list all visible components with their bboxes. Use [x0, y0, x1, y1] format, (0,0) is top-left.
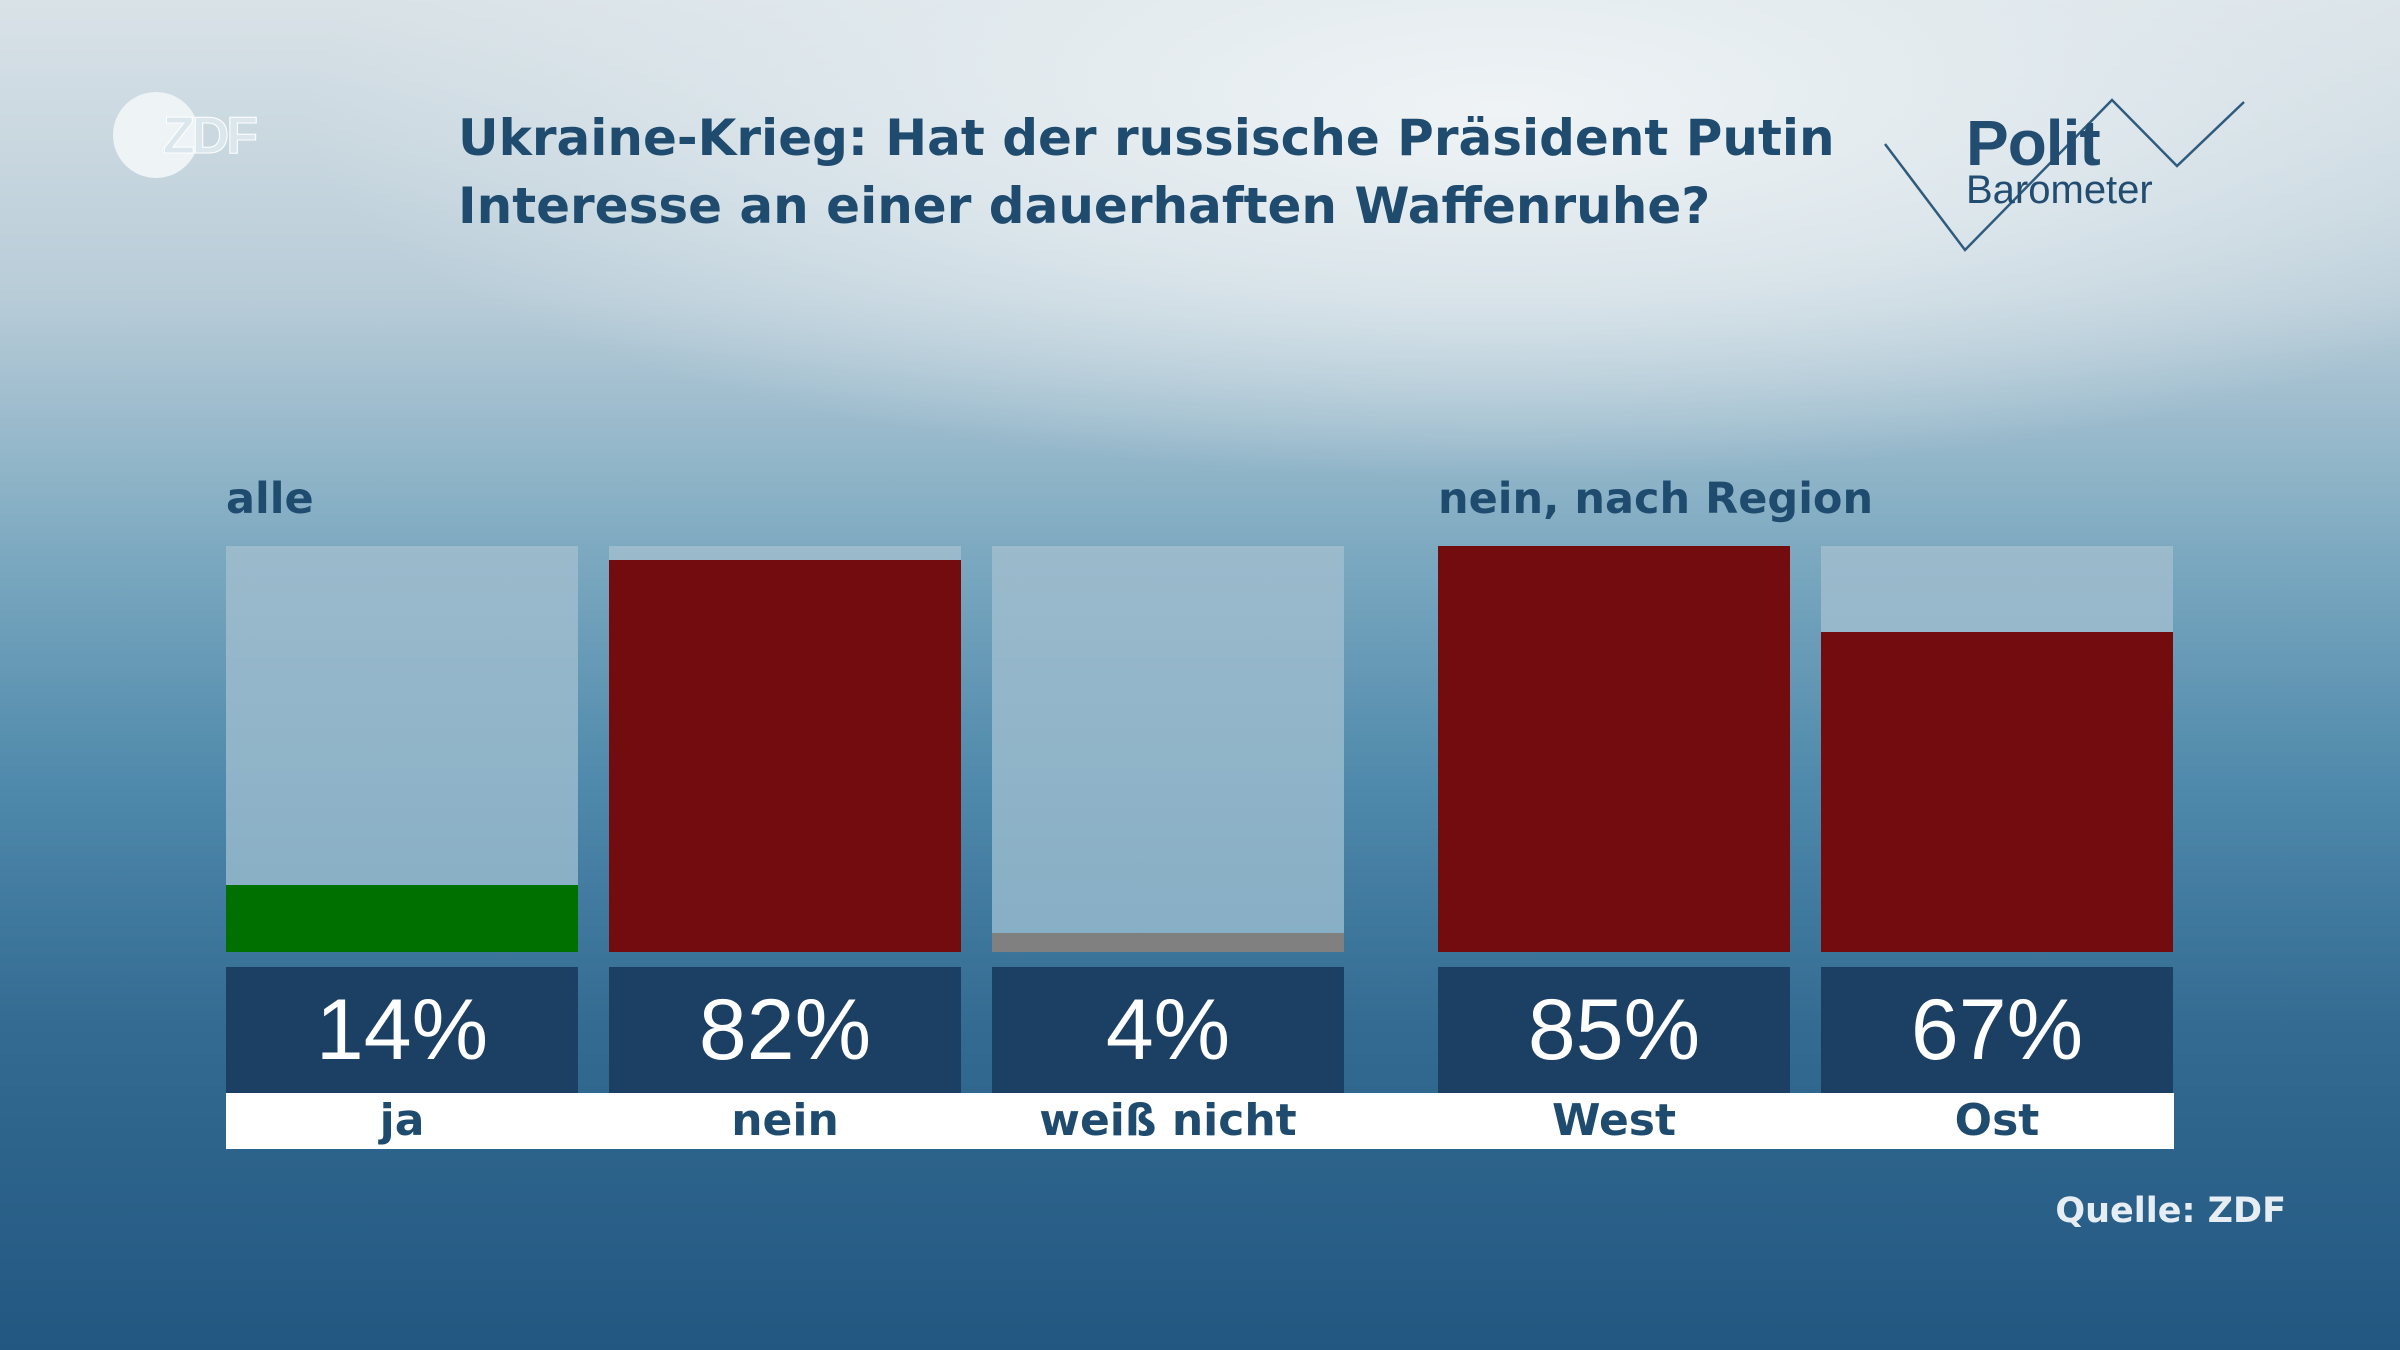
politbarometer-logo: Polit Barometer [1870, 92, 2250, 262]
bar-west [1438, 546, 1790, 952]
bar-column-ost [1821, 546, 2173, 952]
bar-weiss-nicht [992, 933, 1344, 952]
group-label-alle: alle [226, 474, 314, 524]
bar-column-ja [226, 546, 578, 952]
bar-ja [226, 885, 578, 952]
category-label-weiss-nicht: weiß nicht [1039, 1095, 1297, 1146]
category-label-west: West [1551, 1095, 1677, 1146]
category-label-strip [226, 1093, 2174, 1149]
value-label-ja: 14% [226, 967, 578, 1093]
category-label-nein: nein [731, 1095, 839, 1146]
svg-text:ZDF: ZDF [163, 107, 256, 165]
category-label-ja: ja [379, 1095, 425, 1146]
value-label-ost: 67% [1821, 967, 2173, 1093]
politbarometer-word-barometer: Barometer [1966, 168, 2153, 212]
bar-column-nein [609, 546, 961, 952]
value-label-weiss-nicht: 4% [992, 967, 1344, 1093]
politbarometer-word-polit: Polit [1966, 107, 2101, 179]
bar-ost [1821, 632, 2173, 952]
bar-column-west [1438, 546, 1790, 952]
bar-track [226, 546, 578, 952]
bar-column-weiss-nicht [992, 546, 1344, 952]
group-label-region: nein, nach Region [1438, 474, 1874, 524]
category-label-ost: Ost [1954, 1095, 2040, 1146]
value-label-nein: 82% [609, 967, 961, 1093]
bar-track [992, 546, 1344, 952]
zdf-logo: ZDF [113, 92, 260, 178]
trend-line-icon [1884, 98, 2245, 252]
bar-nein [609, 560, 961, 952]
chart-title: Ukraine-Krieg: Hat der russische Präside… [458, 109, 1835, 235]
source-note: Quelle: ZDF [2055, 1191, 2286, 1231]
value-label-west: 85% [1438, 967, 1790, 1093]
